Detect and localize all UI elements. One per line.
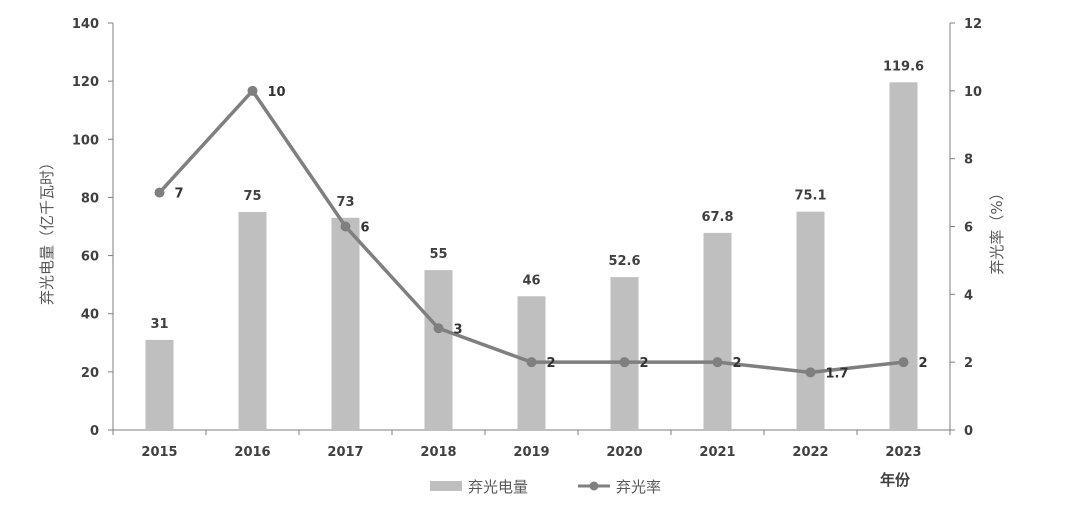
y2-tick-label: 12 [964,17,982,32]
line-data-label: 7 [175,187,184,202]
y-tick-label: 140 [72,17,99,32]
bar [331,217,360,430]
y-tick-label: 120 [72,75,99,90]
line-point [154,187,165,198]
line-point [619,357,630,368]
y-tick-label: 80 [81,191,99,206]
line-point [898,357,909,368]
y-tick-label: 60 [81,250,99,265]
x-tick-label: 2015 [141,445,177,460]
legend-swatch-bar [430,481,462,491]
line-data-label: 2 [919,356,928,371]
bar-data-label: 75 [243,189,261,204]
x-tick-label: 2023 [885,445,921,460]
line-series-group [154,85,909,378]
y2-tick-label: 0 [964,424,973,439]
y2-axis-title: 弃光率（%） [988,185,1006,274]
line-point [433,323,444,334]
bar [238,211,267,430]
bar-data-label: 46 [522,273,540,288]
line-data-label: 10 [268,85,286,100]
bar [610,277,639,430]
axis-titles-group: 弃光电量（亿千瓦时） 弃光率（%） 年份 [38,155,1006,489]
y-tick-label: 40 [81,308,99,323]
line-point [526,357,537,368]
legend-swatch-marker [589,481,599,491]
y2-tick-label: 6 [964,221,973,236]
legend-label-bar: 弃光电量 [468,478,528,496]
x-tick-label: 2019 [513,445,549,460]
bar [145,339,174,430]
line-point [712,357,723,368]
y2-tick-label: 2 [964,356,973,371]
x-tick-label: 2018 [420,445,456,460]
line-point [247,85,258,96]
y-tick-label: 20 [81,366,99,381]
bar-data-label: 31 [150,317,168,332]
legend-label-line: 弃光率 [616,478,661,496]
line-data-label: 2 [547,356,556,371]
bar-data-label: 73 [336,195,354,210]
bars-group [145,82,918,430]
x-tick-label: 2021 [699,445,735,460]
bar [796,211,825,430]
line-point [340,221,351,232]
x-axis-title: 年份 [880,471,911,489]
bar-data-label: 75.1 [794,189,826,204]
line-data-label: 2 [640,356,649,371]
line-data-label: 1.7 [826,366,849,381]
bar [424,270,453,430]
bar-data-label: 52.6 [608,254,640,269]
x-tick-label: 2022 [792,445,828,460]
legend: 弃光电量 弃光率 [430,478,661,496]
x-tick-label: 2017 [327,445,363,460]
line-point [805,367,816,378]
bar-data-label: 119.6 [883,59,924,74]
bar [703,232,732,430]
bar [889,82,918,430]
y2-tick-label: 8 [964,153,973,168]
y-tick-label: 0 [90,424,99,439]
y-tick-label: 100 [72,133,99,148]
x-tick-label: 2020 [606,445,642,460]
y2-tick-label: 10 [964,85,982,100]
line-data-label: 3 [454,322,463,337]
y-axis-title: 弃光电量（亿千瓦时） [38,155,56,305]
labels-group: 31 75 73 55 46 52.6 67.8 75.1 119.6 7 10 6 3 2 2 2 1.7 2 [150,59,927,381]
line-data-label: 6 [361,221,370,236]
line-data-label: 2 [733,356,742,371]
bar-data-label: 67.8 [701,210,733,225]
bar-data-label: 55 [429,247,447,262]
y2-tick-label: 4 [964,288,973,303]
x-tick-label: 2016 [234,445,270,460]
